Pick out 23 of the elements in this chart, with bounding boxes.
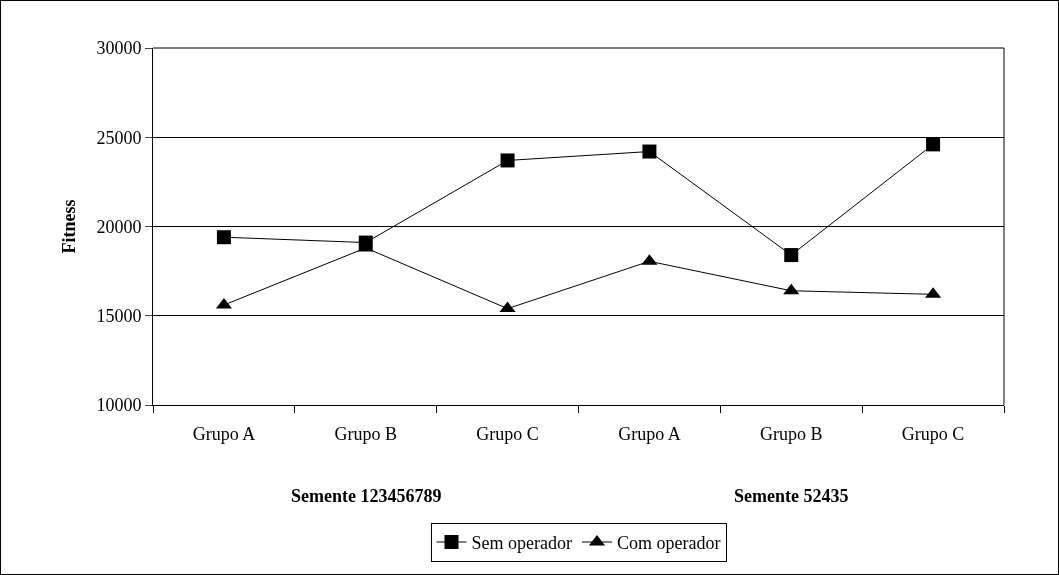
text: Semente 52435 — [734, 486, 849, 506]
legend-label: Com operador — [616, 533, 721, 554]
y-tick-label: 25000 — [96, 127, 142, 148]
point — [216, 230, 231, 245]
x-tick-label: Grupo C — [901, 423, 965, 444]
point — [642, 144, 657, 159]
point — [926, 137, 941, 152]
legend-label: Sem operador — [471, 533, 572, 554]
x-tick-label: Grupo B — [760, 423, 823, 444]
point — [499, 301, 516, 313]
y-axis-title: Fitness — [58, 199, 79, 254]
text: Semente 123456789 — [291, 486, 442, 506]
point — [784, 248, 799, 263]
point — [783, 283, 800, 295]
y-tick-label: 15000 — [96, 306, 142, 327]
y-tick-label: 10000 — [96, 395, 142, 416]
x-tick-label: Grupo A — [192, 423, 256, 444]
x-tick-label: Grupo B — [334, 423, 397, 444]
x-tick-label: Grupo C — [476, 423, 539, 444]
y-tick-label: 20000 — [96, 216, 142, 237]
x-tick-label: Grupo A — [618, 423, 681, 444]
y-tick-label: 30000 — [96, 38, 142, 59]
point — [500, 153, 515, 168]
